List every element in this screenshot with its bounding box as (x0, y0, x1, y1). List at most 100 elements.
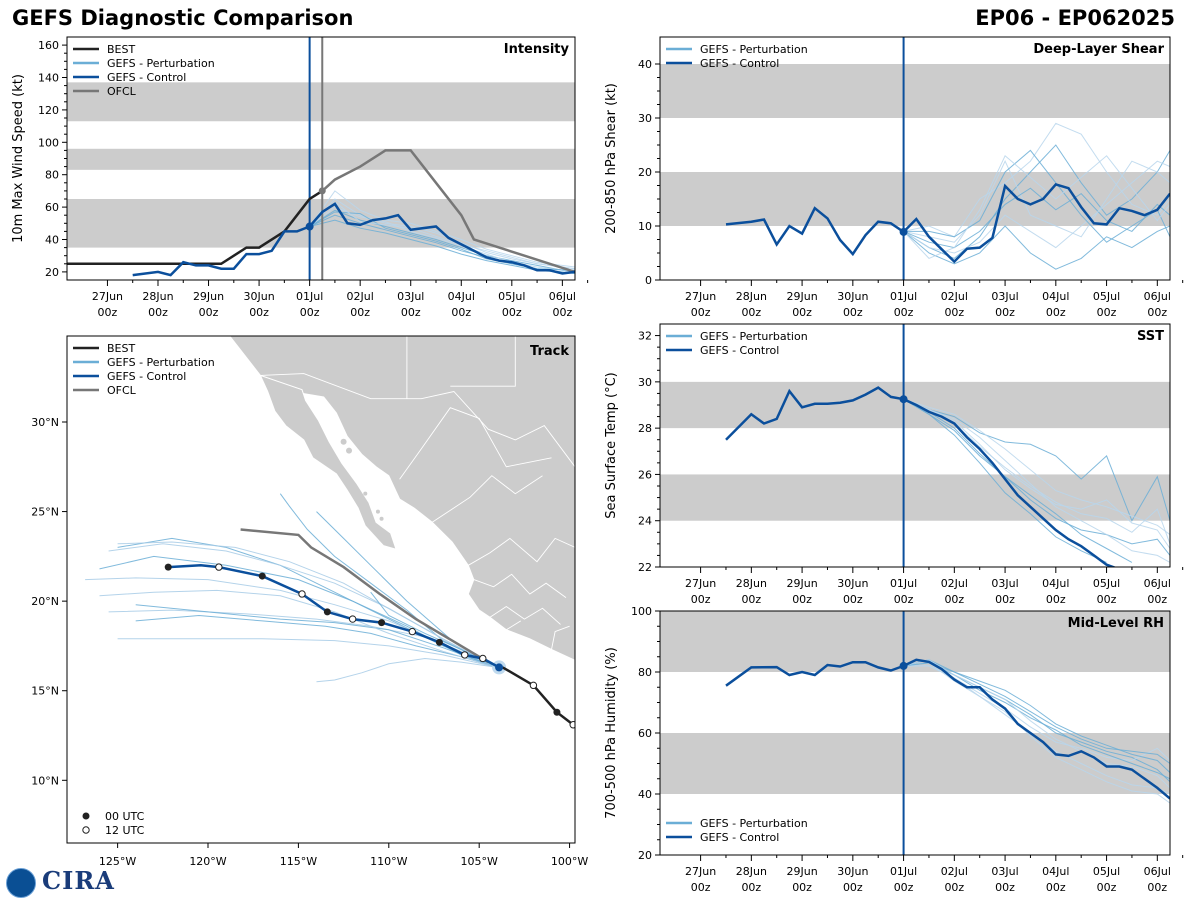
plot-area-rh (660, 611, 1170, 855)
x-tick-label-date: 03Jul (991, 290, 1018, 303)
x-tick-label-date: 06Jul (549, 290, 576, 303)
y-tick-label: 140 (38, 72, 59, 85)
y-axis-label: 700-500 hPa Humidity (%) (604, 647, 619, 819)
x-tick-label-date: 01Jul (890, 577, 917, 590)
x-tick-label-hour: 00z (552, 306, 572, 319)
lat-tick-label: 15°N (31, 685, 59, 698)
x-tick-label-date: 05Jul (1093, 290, 1120, 303)
map-area (85, 336, 575, 729)
control-12utc-marker (215, 563, 223, 571)
lon-tick-label: 125°W (99, 855, 136, 868)
x-tick-label-date: 04Jul (448, 290, 475, 303)
x-tick-label-date: 29Jun (786, 577, 817, 590)
chart-sst: 22 24 26 28 30 32 27Jun 00z 28Jun 00z 29Jun 00z 30Ju… (604, 323, 1184, 606)
y-tick-label: 80 (638, 666, 652, 679)
lon-tick-label: 105°W (460, 855, 497, 868)
x-tick-label-date: 03Jul (991, 865, 1018, 878)
threshold-band (660, 64, 1170, 118)
lon-tick-label: 110°W (370, 855, 407, 868)
legend-label-pert: GEFS - Perturbation (107, 57, 215, 70)
x-tick-label-date: 29Jun (193, 290, 224, 303)
x-tick-label-hour: 00z (792, 881, 812, 894)
control-12utc-marker (298, 590, 306, 598)
y-tick-label: 120 (38, 104, 59, 117)
x-tick-label-hour: 00z (300, 306, 320, 319)
x-tick-label-hour: 00z (249, 306, 269, 319)
x-tick-label-date: 28Jun (736, 577, 767, 590)
x-tick-label-hour: 00z (894, 306, 914, 319)
x-tick-label-hour: 00z (843, 306, 863, 319)
x-tick-label-hour: 00z (792, 593, 812, 606)
control-00utc-marker (435, 638, 443, 646)
plot-frame (659, 323, 1171, 568)
lat-tick-label: 30°N (31, 416, 59, 429)
x-tick-label-date: 04Jul (1042, 577, 1069, 590)
gulf-island (375, 509, 380, 514)
state-border (450, 336, 516, 387)
legend-label-pert: GEFS - Perturbation (700, 817, 808, 830)
x-tick-label-date: 28Jun (142, 290, 173, 303)
legend-00utc-marker (82, 812, 90, 820)
gulf-island (379, 516, 384, 521)
land-baja-peninsula (259, 374, 397, 550)
cira-logo-text: CIRA (42, 866, 115, 895)
panel-title: Deep-Layer Shear (1033, 42, 1164, 57)
y-axis-label: 200-850 hPa Shear (kt) (604, 83, 619, 234)
control-00utc-marker (164, 563, 172, 571)
y-tick-label: 24 (638, 515, 652, 528)
perturbation-member-line (903, 154, 1170, 259)
x-tick-label-hour: 00z (995, 593, 1015, 606)
x-tick-label-date: 01Jul (296, 290, 323, 303)
perturbation-member-line (309, 198, 575, 270)
perturbation-track (99, 589, 498, 668)
perturbation-member-line (309, 201, 575, 270)
x-tick-label-date: 05Jul (498, 290, 525, 303)
perturbation-member-line (903, 398, 1170, 536)
y-tick-label: 30 (638, 376, 652, 389)
lon-tick-label: 115°W (280, 855, 317, 868)
chart-track: 125°W 120°W 115°W 110°W 105°W 100°W 10°N 15°N 20… (31, 335, 588, 868)
perturbation-member-line (903, 398, 1170, 556)
y-tick-label: 32 (638, 330, 652, 343)
control-00utc-marker (378, 619, 386, 627)
x-tick-label-hour: 00z (502, 306, 522, 319)
x-tick-label-hour: 00z (199, 306, 219, 319)
perturbation-member-line (903, 398, 1133, 563)
legend-label-ctrl: GEFS - Control (700, 344, 779, 357)
y-tick-label: 40 (45, 234, 59, 247)
legend-label-ctrl: GEFS - Control (700, 831, 779, 844)
x-tick-label-date: 28Jun (736, 865, 767, 878)
perturbation-track (135, 604, 498, 668)
state-border (473, 573, 567, 598)
x-tick-label-hour: 00z (995, 881, 1015, 894)
control-00utc-marker (258, 572, 266, 580)
x-tick-label-hour: 00z (792, 306, 812, 319)
x-tick-label-hour: 00z (894, 593, 914, 606)
x-tick-label-date: 27Jun (685, 865, 716, 878)
noaa-cira-logo: CIRA (4, 866, 124, 898)
y-tick-label: 28 (638, 422, 652, 435)
x-tick-label-date: 02Jul (941, 577, 968, 590)
best-00utc-marker (553, 708, 561, 716)
x-tick-label-hour: 00z (944, 593, 964, 606)
x-tick-label-date: 29Jun (786, 290, 817, 303)
x-tick-label-hour: 00z (1046, 881, 1066, 894)
x-tick-label-hour: 00z (451, 306, 471, 319)
x-tick-label-date: 04Jul (1042, 865, 1069, 878)
y-tick-label: 0 (645, 274, 652, 287)
y-axis-label: 10m Max Wind Speed (kt) (11, 74, 26, 243)
perturbation-member-line (903, 659, 1170, 789)
lat-tick-label: 10°N (31, 774, 59, 787)
panel-title: SST (1137, 329, 1164, 344)
control-12utc-marker (348, 615, 357, 623)
noaa-icon (6, 868, 36, 898)
perturbation-member-line (903, 398, 1170, 549)
legend-label-pert: GEFS - Perturbation (107, 356, 215, 369)
state-border (431, 475, 543, 523)
y-tick-label: 40 (638, 788, 652, 801)
perturbation-member-line (903, 160, 1170, 254)
ofcl-series-line (321, 149, 575, 274)
x-tick-label-date: 30Jun (837, 577, 868, 590)
threshold-band (660, 474, 1170, 521)
control-12utc-marker (408, 627, 416, 636)
